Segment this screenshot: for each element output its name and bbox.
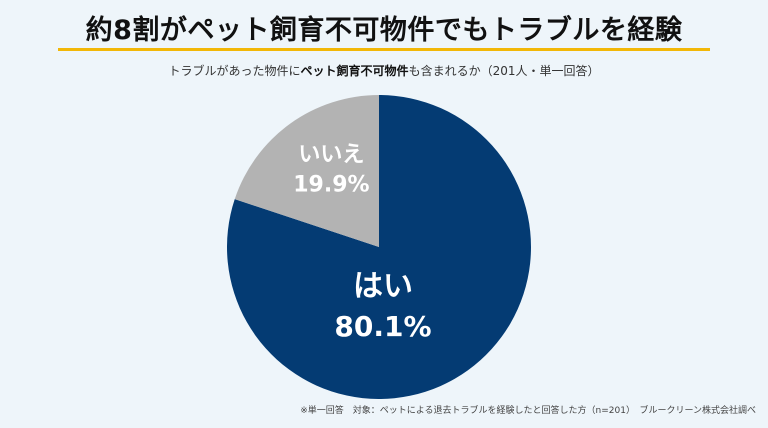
slice-label-yes: はい [353, 269, 413, 304]
slice-value-yes: 80.1% [334, 310, 431, 343]
slice-label-no: いいえ [298, 143, 364, 168]
subtitle-suffix: も含まれるか（201人・単一回答） [408, 64, 600, 78]
pie-slice-no [234, 95, 379, 247]
footnote: ※単一回答 対象：ペットによる退去トラブルを経験したと回答した方（n=201） … [300, 406, 756, 416]
pie-labels: はい 80.1% いいえ 19.9% [293, 143, 431, 343]
pie-slices [227, 95, 531, 399]
subtitle-prefix: トラブルがあった物件に [168, 64, 301, 78]
subtitle-emphasis: ペット飼育不可物件 [300, 64, 409, 78]
chart-title: 約8割がペット飼育不可物件でもトラブルを経験 [85, 15, 683, 46]
slice-value-no: 19.9% [293, 173, 369, 198]
chart-subtitle: トラブルがあった物件にペット飼育不可物件も含まれるか（201人・単一回答） [0, 62, 768, 79]
title-underline [58, 48, 710, 51]
